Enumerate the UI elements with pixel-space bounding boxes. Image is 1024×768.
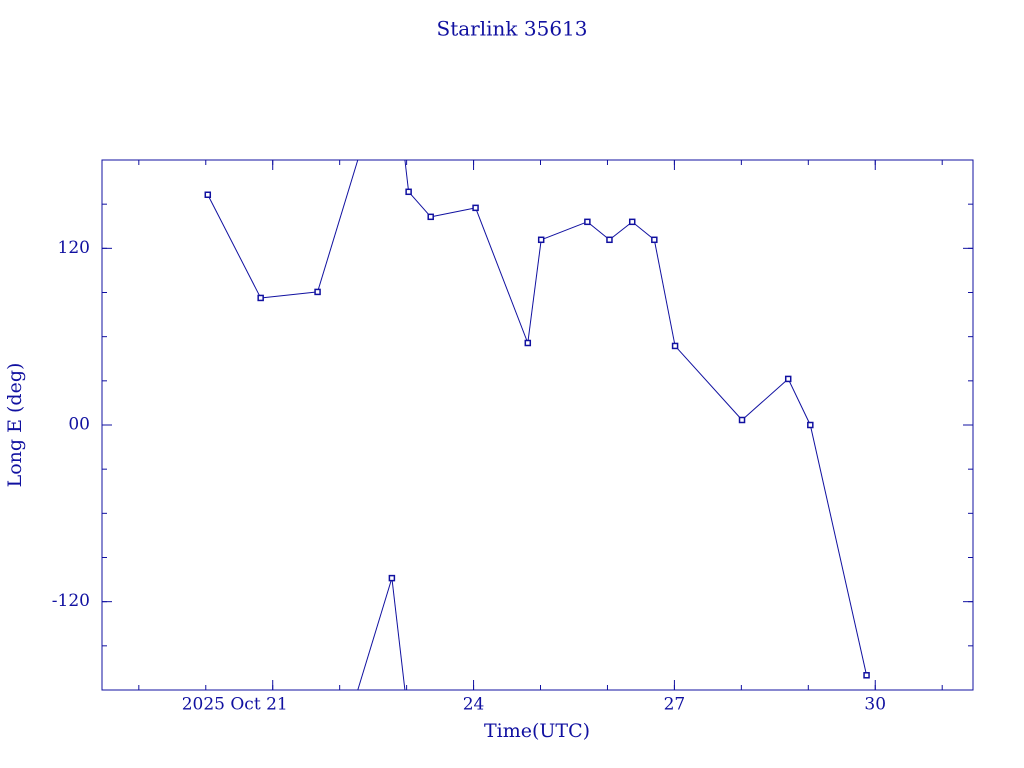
- plot-frame: [101, 159, 974, 691]
- point-marker: [584, 218, 591, 226]
- point-marker: [784, 375, 792, 383]
- line-segment: [207, 194, 262, 299]
- y-axis-label: Long E (deg): [4, 363, 26, 488]
- line-segment: [674, 345, 743, 421]
- line-segment: [587, 221, 610, 241]
- y-tick-label: 120: [58, 238, 90, 258]
- chart-title: Starlink 35613: [437, 17, 588, 41]
- point-marker: [204, 191, 212, 198]
- line-segment: [430, 207, 476, 218]
- y-tick-label: 00: [68, 415, 90, 435]
- point-marker: [863, 672, 870, 679]
- line-segment: [653, 239, 676, 347]
- point-marker: [257, 294, 264, 302]
- point-marker: [738, 416, 746, 424]
- point-marker: [807, 421, 814, 429]
- line-segment: [408, 191, 432, 218]
- line-segment: [787, 378, 811, 426]
- x-tick-label: 27: [664, 695, 686, 715]
- line-segment: [809, 424, 868, 676]
- line-segment: [475, 207, 529, 344]
- point-marker: [628, 218, 636, 226]
- x-axis-label: Time(UTC): [484, 720, 590, 742]
- point-marker: [472, 204, 479, 212]
- line-segment: [541, 221, 588, 241]
- point-marker: [651, 236, 658, 244]
- point-marker: [405, 188, 412, 196]
- point-marker: [388, 574, 396, 582]
- line-segment: [527, 239, 542, 344]
- line-segment: [391, 578, 406, 691]
- x-tick-label: 24: [463, 695, 485, 715]
- x-tick-label: 2025 Oct 21: [182, 695, 288, 715]
- line-segment: [317, 159, 359, 293]
- line-segment: [260, 291, 318, 299]
- point-marker: [427, 213, 434, 221]
- x-tick-label: 30: [864, 695, 886, 715]
- point-marker: [671, 342, 679, 350]
- line-segment: [609, 221, 633, 241]
- point-marker: [537, 236, 545, 244]
- y-tick-label: -120: [52, 591, 90, 611]
- line-segment: [404, 159, 410, 192]
- point-marker: [314, 288, 321, 296]
- line-segment: [357, 577, 393, 691]
- point-marker: [606, 236, 613, 244]
- point-marker: [524, 339, 532, 347]
- line-segment: [631, 221, 655, 241]
- line-segment: [741, 378, 789, 421]
